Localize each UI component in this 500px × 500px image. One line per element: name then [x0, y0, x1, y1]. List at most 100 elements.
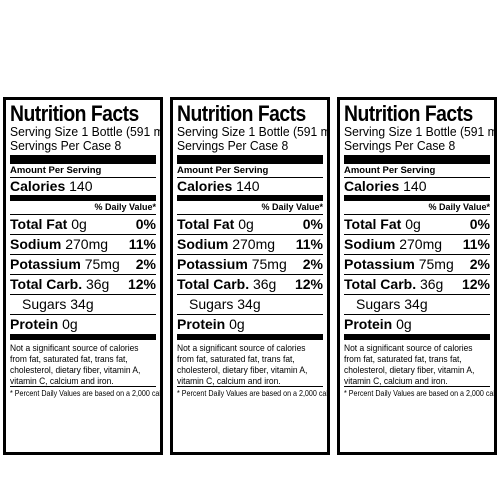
- protein-value: 0g: [229, 316, 245, 332]
- protein-label: Protein: [344, 316, 393, 332]
- divider: [10, 234, 156, 235]
- sugars-row: Sugars 34g: [177, 295, 323, 314]
- divider: [10, 294, 156, 295]
- footnote: * Percent Daily Values are based on a 2,…: [177, 388, 328, 398]
- nutrient-name: Total Carb.: [344, 276, 417, 292]
- nutrient-percent: 12%: [461, 276, 490, 292]
- divider: [344, 274, 490, 275]
- nutrient-amount: 36g: [419, 276, 444, 292]
- nutrient-percent: 11%: [462, 236, 490, 252]
- nutrient-amount: 270mg: [399, 236, 443, 252]
- divider-medium: [177, 334, 323, 340]
- divider: [344, 314, 490, 315]
- protein-label: Protein: [10, 316, 59, 332]
- serving-size: Serving Size 1 Bottle (591 mL): [10, 124, 163, 139]
- nutrient-name: Potassium: [177, 256, 248, 272]
- nutrient-row: Total Fat 0g 0%: [177, 215, 323, 234]
- nutrient-percent: 2%: [469, 256, 490, 272]
- divider: [10, 274, 156, 275]
- nutrient-name: Sodium: [10, 236, 62, 252]
- nutrient-row: Potassium 75mg 2%: [344, 255, 490, 274]
- sugars-row: Sugars 34g: [10, 295, 156, 314]
- nutrition-label-3: Nutrition Facts Serving Size 1 Bottle (5…: [337, 97, 497, 455]
- divider-medium: [344, 334, 490, 340]
- calories-row: Calories 140: [344, 178, 490, 195]
- calories-label: Calories: [10, 178, 66, 194]
- divider: [177, 274, 323, 275]
- divider-thick: [177, 155, 323, 164]
- nutrient-row: Total Carb. 36g 12%: [10, 275, 156, 294]
- protein-row: Protein 0g: [344, 315, 490, 334]
- nutrient-percent: 11%: [295, 236, 323, 252]
- divider: [177, 234, 323, 235]
- divider-medium: [177, 195, 323, 201]
- not-significant-note: Not a significant source of calories fro…: [177, 342, 308, 386]
- protein-label: Protein: [177, 316, 226, 332]
- divider: [177, 386, 323, 387]
- nutrient-percent: 2%: [135, 256, 156, 272]
- nutrient-percent: 2%: [302, 256, 323, 272]
- divider-medium: [10, 195, 156, 201]
- nutrient-name: Sodium: [177, 236, 229, 252]
- nutrient-amount: 270mg: [65, 236, 109, 252]
- divider: [10, 386, 156, 387]
- protein-value: 0g: [62, 316, 78, 332]
- calories-row: Calories 140: [10, 178, 156, 195]
- nutrient-name: Sodium: [344, 236, 396, 252]
- footnote: * Percent Daily Values are based on a 2,…: [344, 388, 495, 398]
- divider: [10, 214, 156, 215]
- label-title: Nutrition Facts: [10, 101, 139, 126]
- divider-thick: [344, 155, 490, 164]
- calories-value: 140: [236, 178, 260, 194]
- calories-label: Calories: [177, 178, 233, 194]
- nutrient-amount: 0g: [405, 216, 421, 232]
- sugars: Sugars 34g: [189, 296, 261, 312]
- footnote: * Percent Daily Values are based on a 2,…: [10, 388, 161, 398]
- divider: [177, 214, 323, 215]
- divider-medium: [10, 334, 156, 340]
- divider: [10, 314, 156, 315]
- protein-value: 0g: [396, 316, 412, 332]
- nutrient-percent: 0%: [302, 216, 323, 232]
- nutrient-amount: 0g: [238, 216, 254, 232]
- nutrient-row: Sodium 270mg 11%: [10, 235, 156, 254]
- nutrient-name: Total Carb.: [10, 276, 83, 292]
- nutrient-row: Total Fat 0g 0%: [344, 215, 490, 234]
- divider: [344, 177, 490, 178]
- divider: [344, 234, 490, 235]
- nutrient-amount: 0g: [71, 216, 87, 232]
- nutrient-row: Total Fat 0g 0%: [10, 215, 156, 234]
- divider: [10, 254, 156, 255]
- amount-per-serving: Amount Per Serving: [344, 165, 436, 176]
- nutrient-amount: 75mg: [84, 256, 120, 272]
- divider: [344, 386, 490, 387]
- nutrient-row: Potassium 75mg 2%: [10, 255, 156, 274]
- amount-per-serving: Amount Per Serving: [10, 165, 102, 176]
- nutrient-percent: 0%: [135, 216, 156, 232]
- serving-size: Serving Size 1 Bottle (591 mL): [344, 124, 497, 139]
- daily-value-header: % Daily Value*: [94, 202, 156, 212]
- nutrient-name: Potassium: [344, 256, 415, 272]
- nutrient-row: Potassium 75mg 2%: [177, 255, 323, 274]
- sugars: Sugars 34g: [356, 296, 428, 312]
- calories-value: 140: [403, 178, 427, 194]
- serving-size: Serving Size 1 Bottle (591 mL): [177, 124, 330, 139]
- amount-per-serving: Amount Per Serving: [177, 165, 269, 176]
- sugars-row: Sugars 34g: [344, 295, 490, 314]
- nutrient-name: Total Carb.: [177, 276, 250, 292]
- divider: [177, 314, 323, 315]
- nutrition-label-1: Nutrition Facts Serving Size 1 Bottle (5…: [3, 97, 163, 455]
- divider: [344, 294, 490, 295]
- servings-per-case: Servings Per Case 8: [344, 137, 456, 153]
- divider: [344, 214, 490, 215]
- nutrient-row: Total Carb. 36g 12%: [177, 275, 323, 294]
- divider: [177, 294, 323, 295]
- nutrient-name: Total Fat: [10, 216, 68, 232]
- divider-medium: [344, 195, 490, 201]
- nutrient-amount: 270mg: [232, 236, 276, 252]
- nutrient-amount: 36g: [252, 276, 277, 292]
- protein-row: Protein 0g: [10, 315, 156, 334]
- nutrient-percent: 12%: [127, 276, 156, 292]
- calories-row: Calories 140: [177, 178, 323, 195]
- nutrient-row: Total Carb. 36g 12%: [344, 275, 490, 294]
